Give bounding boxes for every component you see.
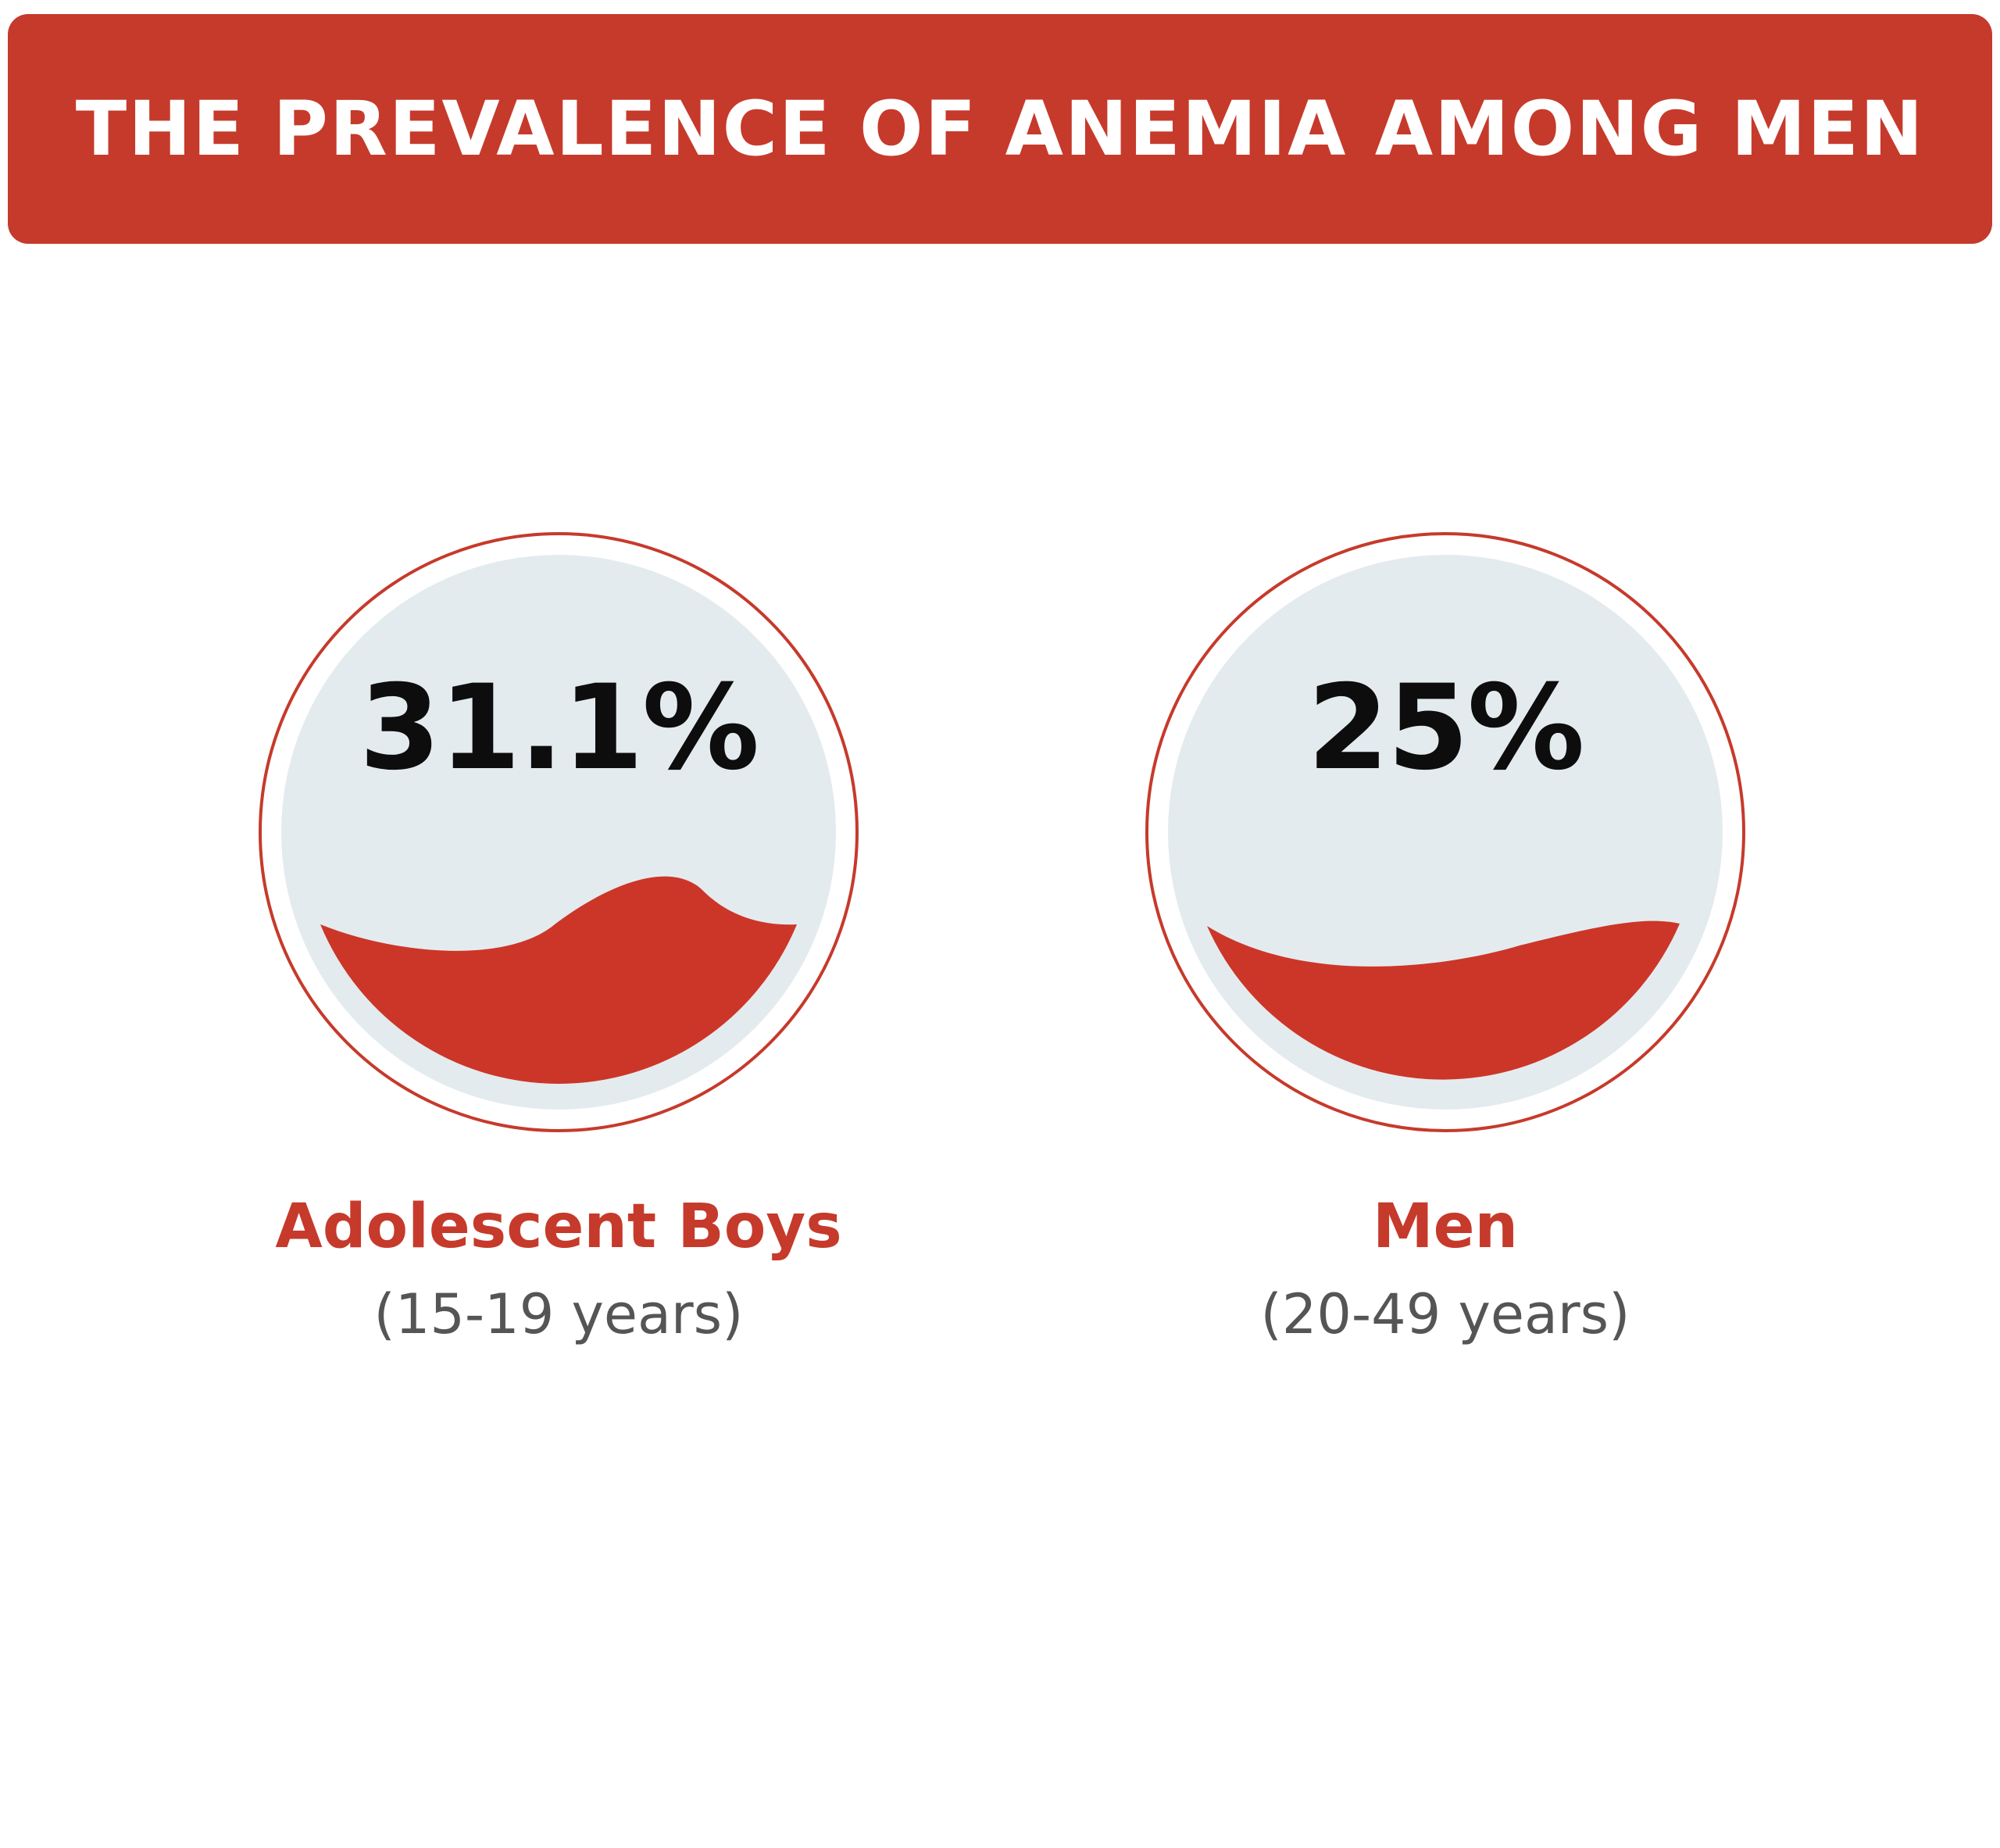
group-name: Men xyxy=(1372,1192,1519,1262)
caption-adolescent-boys: Adolescent Boys (15-19 years) xyxy=(207,1188,910,1353)
gauge-men: 25% xyxy=(1145,531,1746,1133)
gauge-graphic-men xyxy=(1145,532,1745,1132)
gauge-fill-wave xyxy=(320,876,797,1085)
gauge-value-label: 31.1% xyxy=(359,660,759,796)
age-range: (15-19 years) xyxy=(373,1282,744,1346)
title-banner: THE PREVALENCE OF ANEMIA AMONG MEN xyxy=(8,14,1992,244)
age-range: (20-49 years) xyxy=(1260,1282,1630,1346)
group-name: Adolescent Boys xyxy=(275,1192,842,1262)
caption-men: Men (20-49 years) xyxy=(1094,1188,1797,1353)
gauge-value-label: 25% xyxy=(1307,660,1584,796)
gauge-adolescent-boys: 31.1% xyxy=(258,531,859,1133)
page-title: THE PREVALENCE OF ANEMIA AMONG MEN xyxy=(75,85,1925,173)
gauge-graphic-adolescent-boys xyxy=(259,532,859,1132)
gauge-fill-wave xyxy=(1207,920,1680,1080)
